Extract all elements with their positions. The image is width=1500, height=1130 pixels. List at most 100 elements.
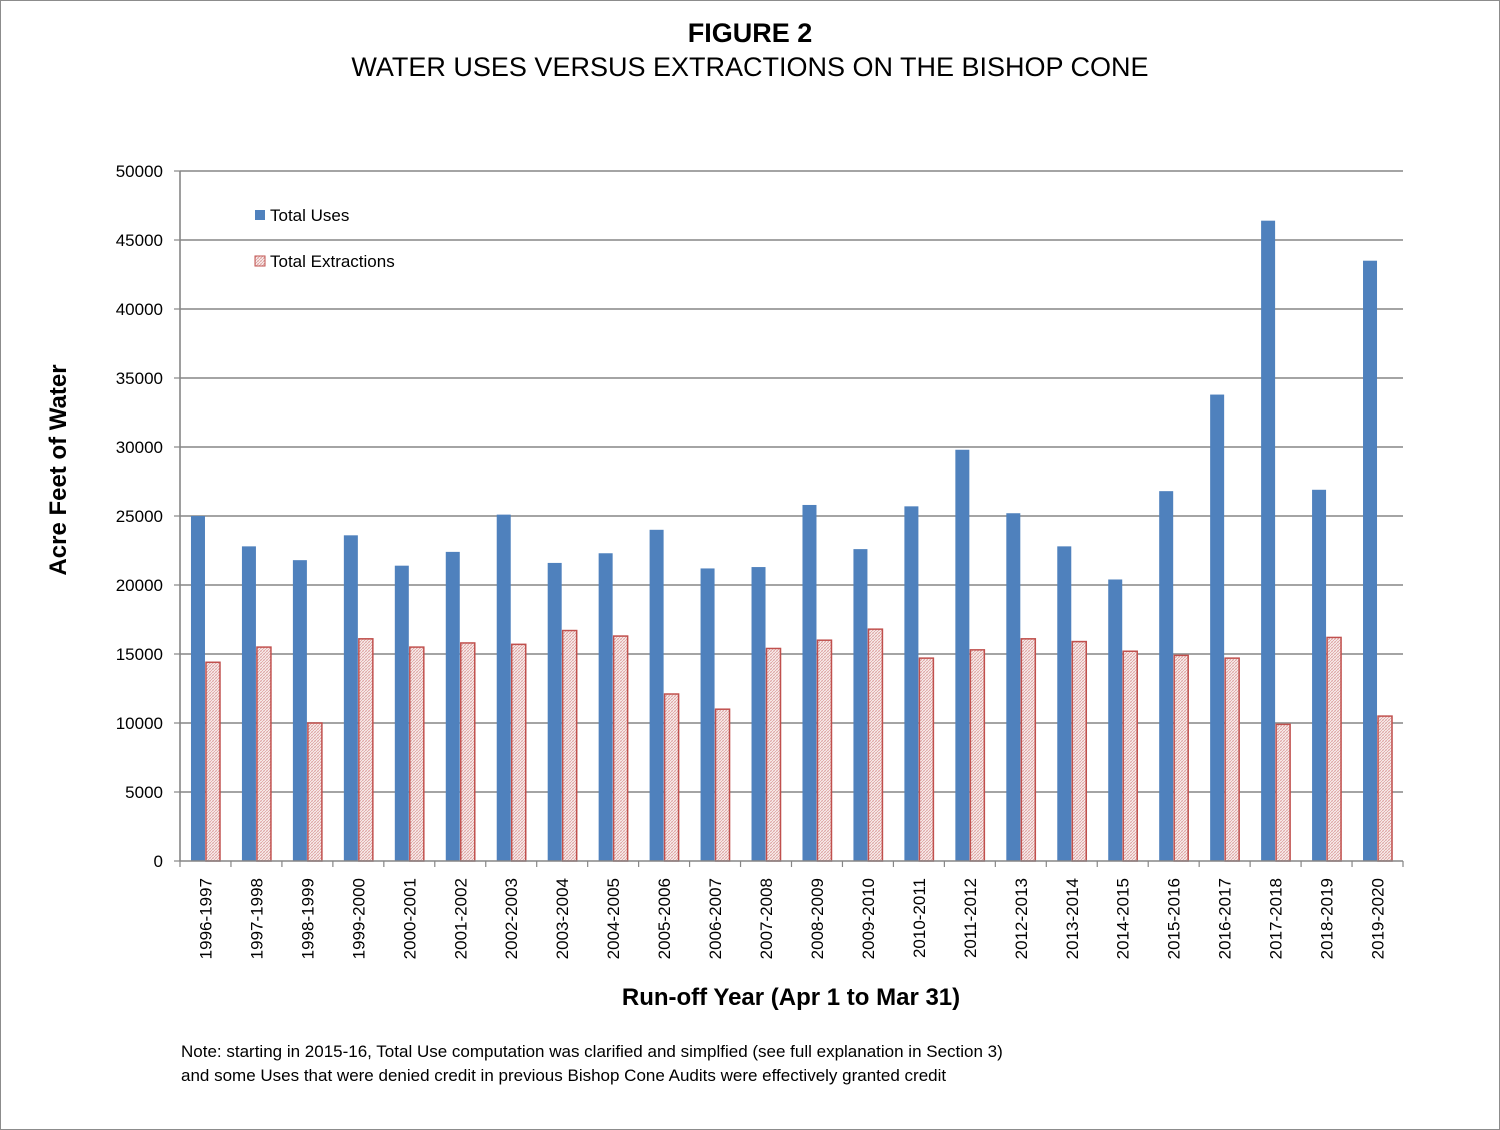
y-axis-title: Acre Feet of Water — [45, 364, 72, 575]
y-tick-label: 45000 — [116, 231, 163, 250]
bar-total-extractions — [969, 649, 986, 862]
bar-total-extractions — [307, 722, 323, 862]
bar-total-uses — [241, 546, 256, 861]
bars — [190, 220, 1393, 862]
x-tick-label: 1996-1997 — [196, 878, 215, 959]
bar-total-extractions — [510, 643, 527, 862]
bar-total-extractions — [1122, 650, 1138, 862]
bar-total-uses — [1108, 579, 1123, 861]
bar-total-extractions — [663, 693, 680, 862]
legend-swatch-total-extractions — [254, 255, 266, 267]
bar-total-uses — [853, 549, 868, 861]
x-tick-label: 2001-2002 — [451, 878, 470, 959]
x-axis-title: Run-off Year (Apr 1 to Mar 31) — [622, 984, 960, 1011]
bar-total-uses — [1261, 220, 1276, 861]
bar-total-uses — [292, 560, 307, 861]
x-tick-label: 1999-2000 — [349, 878, 368, 959]
footnote-line-1: Note: starting in 2015-16, Total Use com… — [181, 1042, 1003, 1061]
footnote-line-2: and some Uses that were denied credit in… — [181, 1066, 947, 1085]
y-tick-label: 15000 — [116, 645, 163, 664]
bar-total-uses — [751, 567, 766, 861]
x-tick-label: 2005-2006 — [655, 878, 674, 959]
y-tick-label: 25000 — [116, 507, 163, 526]
x-tick-label: 2010-2011 — [910, 878, 929, 958]
x-tick-label: 2013-2014 — [1063, 878, 1082, 959]
bar-total-uses — [598, 553, 613, 861]
x-tick-label: 2012-2013 — [1012, 878, 1031, 959]
x-tick-label: 2006-2007 — [706, 878, 725, 959]
bar-total-uses — [190, 516, 205, 861]
chart-title: FIGURE 2 — [687, 18, 813, 48]
bar-total-uses — [955, 449, 970, 861]
bar-total-extractions — [612, 635, 629, 862]
bar-total-extractions — [918, 657, 935, 862]
bar-total-extractions — [409, 646, 425, 862]
bar-total-extractions — [714, 708, 731, 862]
bar-total-uses — [445, 551, 460, 861]
bar-total-extractions — [205, 661, 221, 862]
x-tick-label: 2018-2019 — [1318, 878, 1337, 959]
footnote: Note: starting in 2015-16, Total Use com… — [181, 1040, 1003, 1088]
gridlines — [180, 170, 1403, 793]
y-tick-label: 5000 — [125, 783, 163, 802]
bar-total-extractions — [1377, 715, 1393, 862]
bar-total-extractions — [1224, 657, 1240, 862]
x-tick-label: 2019-2020 — [1369, 878, 1388, 959]
y-tick-label: 50000 — [116, 162, 163, 181]
bar-total-extractions — [765, 647, 782, 862]
bar-total-uses — [1363, 260, 1378, 861]
y-tick-labels: 0 5000 10000 15000 20000 25000 30000 35000 40000… — [116, 162, 180, 871]
bar-total-uses — [1006, 513, 1021, 861]
bar-total-uses — [496, 514, 511, 861]
bar-total-extractions — [256, 646, 272, 862]
x-tick-label: 2000-2001 — [400, 878, 419, 959]
bar-total-extractions — [1020, 638, 1037, 862]
bar-total-extractions — [816, 639, 833, 862]
legend: Total Uses Total Extractions — [254, 206, 395, 271]
y-tick-label: 10000 — [116, 714, 163, 733]
x-tick-label: 1998-1999 — [298, 878, 317, 959]
x-tick-label: 2015-2016 — [1165, 878, 1184, 959]
bar-total-extractions — [460, 642, 476, 862]
y-tick-label: 20000 — [116, 576, 163, 595]
bar-total-uses — [394, 565, 409, 861]
y-tick-label: 30000 — [116, 438, 163, 457]
bar-total-extractions — [1326, 636, 1342, 862]
legend-label-total-uses: Total Uses — [270, 206, 349, 225]
x-tick-label: 2014-2015 — [1114, 878, 1133, 959]
bar-total-uses — [1159, 491, 1174, 861]
bar-total-uses — [700, 568, 715, 861]
y-tick-label: 40000 — [116, 300, 163, 319]
bar-total-uses — [904, 506, 919, 861]
bar-total-uses — [1057, 546, 1072, 861]
x-tick-label: 2007-2008 — [757, 878, 776, 959]
y-tick-label: 0 — [154, 852, 163, 871]
x-tick-label: 2008-2009 — [808, 878, 827, 959]
bar-total-extractions — [561, 629, 578, 862]
x-tick-label: 2009-2010 — [859, 878, 878, 959]
bar-total-uses — [1312, 489, 1327, 861]
bar-total-extractions — [1173, 654, 1189, 862]
x-tick-label: 2011-2012 — [961, 878, 980, 958]
bar-total-uses — [343, 535, 358, 861]
x-tick-label: 1997-1998 — [247, 878, 266, 959]
bar-total-extractions — [1071, 640, 1088, 862]
legend-label-total-extractions: Total Extractions — [270, 252, 395, 271]
bar-total-extractions — [358, 638, 374, 862]
chart-subtitle: WATER USES VERSUS EXTRACTIONS ON THE BIS… — [351, 52, 1149, 82]
bar-total-extractions — [1275, 723, 1291, 862]
x-tick-labels: 1996-1997 1997-1998 1998-1999 1999-2000 2000… — [179, 861, 1404, 959]
x-tick-label: 2017-2018 — [1267, 878, 1286, 959]
x-tick-label: 2004-2005 — [604, 878, 623, 959]
bar-total-uses — [649, 529, 664, 861]
bar-total-uses — [1210, 394, 1225, 861]
bar-total-uses — [802, 504, 817, 861]
legend-swatch-total-uses — [255, 210, 265, 220]
x-tick-label: 2016-2017 — [1216, 878, 1235, 959]
bar-total-extractions — [867, 628, 884, 862]
y-tick-label: 35000 — [116, 369, 163, 388]
x-tick-label: 2003-2004 — [553, 878, 572, 959]
x-tick-label: 2002-2003 — [502, 878, 521, 959]
bar-total-uses — [547, 562, 562, 861]
